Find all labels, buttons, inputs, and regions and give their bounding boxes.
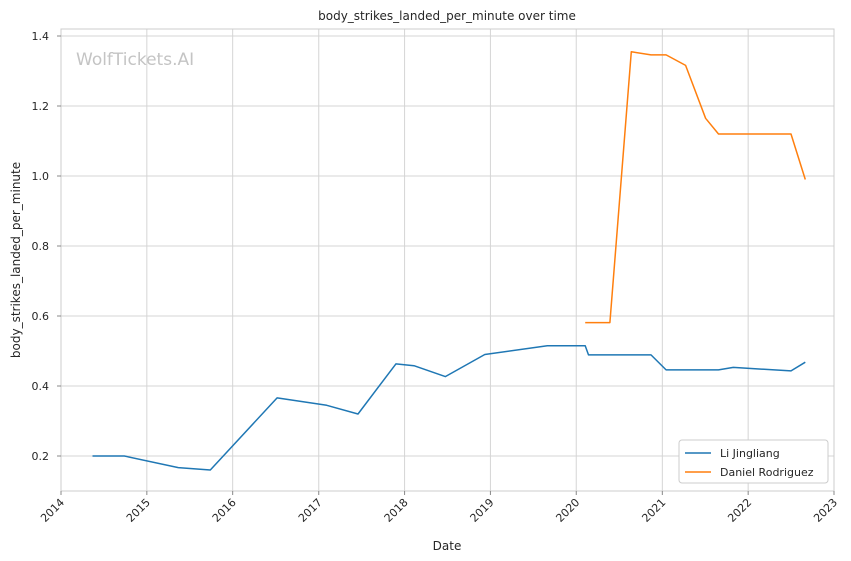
y-axis-label: body_strikes_landed_per_minute bbox=[9, 162, 23, 358]
series-line-li-jingliang bbox=[92, 345, 806, 471]
y-tick-label-0.4: 0.4 bbox=[32, 380, 50, 393]
x-tick-label-2017: 2017 bbox=[296, 496, 325, 525]
x-tick-label-2018: 2018 bbox=[382, 496, 411, 525]
series-line-daniel-rodriguez bbox=[585, 51, 807, 324]
grid bbox=[60, 29, 835, 491]
plot-background bbox=[61, 29, 834, 491]
y-tick-label-1.2: 1.2 bbox=[32, 100, 50, 113]
plot-frame bbox=[60, 28, 835, 492]
legend-label-daniel-rodriguez: Daniel Rodriguez bbox=[720, 466, 814, 479]
y-tick-label-1.4: 1.4 bbox=[32, 30, 50, 43]
watermark: WolfTickets.AI bbox=[76, 50, 194, 70]
x-tick-label-2020: 2020 bbox=[553, 496, 582, 525]
x-axis-ticks: 2014 2015 2016 2017 2018 2019 2020 2021 2022 2023 bbox=[38, 491, 840, 525]
x-axis-label: Date bbox=[433, 539, 462, 553]
series-lines bbox=[92, 51, 807, 471]
x-tick-label-2016: 2016 bbox=[210, 496, 239, 525]
y-tick-label-0.8: 0.8 bbox=[32, 240, 50, 253]
chart-title: body_strikes_landed_per_minute over time bbox=[318, 9, 576, 23]
x-tick-label-2023: 2023 bbox=[811, 496, 840, 525]
y-axis-ticks: 0.2 0.4 0.6 0.8 1.0 1.2 1.4 bbox=[32, 30, 61, 463]
legend-label-li-jingliang: Li Jingliang bbox=[720, 447, 780, 460]
y-tick-label-0.6: 0.6 bbox=[32, 310, 50, 323]
x-tick-label-2022: 2022 bbox=[725, 496, 754, 525]
x-tick-label-2021: 2021 bbox=[639, 496, 668, 525]
legend-box bbox=[678, 439, 829, 484]
x-tick-label-2019: 2019 bbox=[468, 496, 497, 525]
y-tick-label-0.2: 0.2 bbox=[32, 450, 50, 463]
x-tick-label-2015: 2015 bbox=[124, 496, 153, 525]
y-tick-label-1.0: 1.0 bbox=[32, 170, 50, 183]
legend: Li Jingliang Daniel Rodriguez bbox=[678, 439, 829, 484]
x-tick-label-2014: 2014 bbox=[38, 496, 67, 525]
